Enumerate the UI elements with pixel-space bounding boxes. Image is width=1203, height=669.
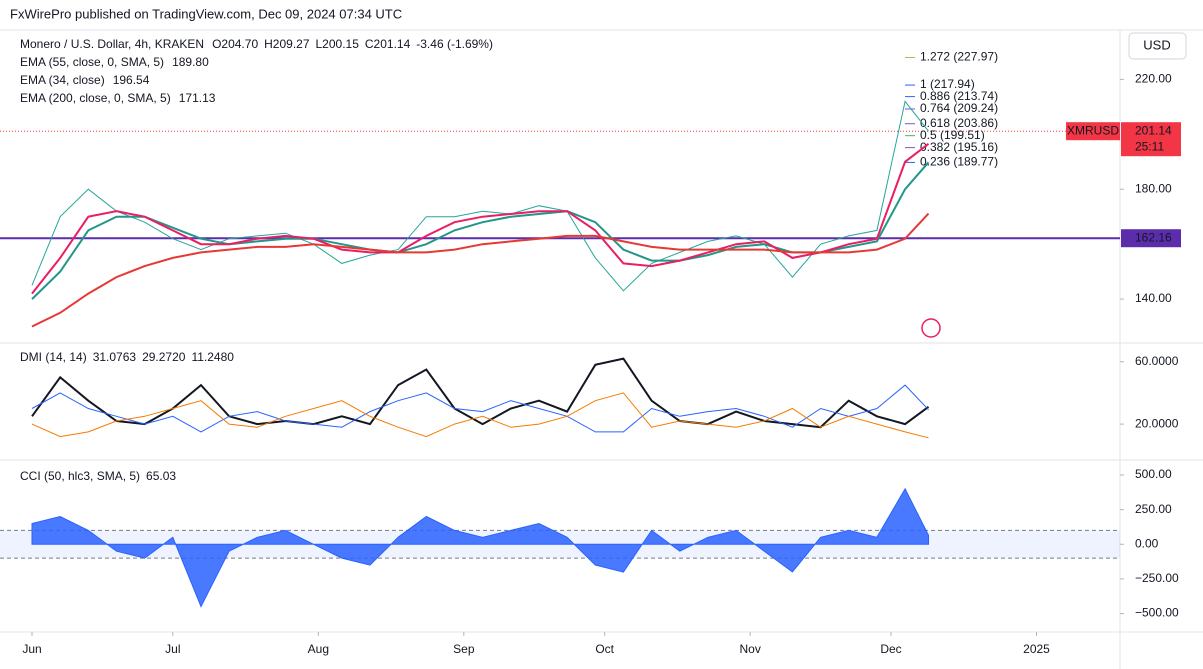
series-line <box>31 100 929 292</box>
ohlc-value: L200.15 <box>316 37 360 51</box>
legend-value: 29.2720 <box>142 350 186 364</box>
y-tick-label: 500.00 <box>1135 467 1172 481</box>
pane-title: DMI (14, 14) <box>20 350 87 364</box>
ohlc-value: O204.70 <box>212 37 258 51</box>
y-tick-label: 60.0000 <box>1135 354 1179 368</box>
fib-label: 1.272 (227.97) <box>920 50 998 64</box>
fib-label: 0.618 (203.86) <box>920 116 998 130</box>
ema-value: 189.80 <box>172 55 209 69</box>
y-tick-label: 0.00 <box>1135 536 1159 550</box>
ema-name: EMA (200, close, 0, SMA, 5) <box>20 91 171 105</box>
ema-value: 171.13 <box>179 91 216 105</box>
x-tick-label: Jun <box>22 642 41 656</box>
price-tag <box>1121 122 1181 157</box>
header: FxWirePro published on TradingView.com, … <box>10 6 402 21</box>
x-tick-label: Oct <box>595 642 614 656</box>
series-line <box>31 392 929 439</box>
symbol: Monero / U.S. Dollar, 4h, KRAKEN <box>20 37 204 51</box>
symbol-label: XMRUSD <box>1067 123 1119 137</box>
ohlc-value: C201.14 <box>365 37 411 51</box>
y-tick-label: 220.00 <box>1135 72 1172 86</box>
y-tick-label: −500.00 <box>1135 606 1179 620</box>
x-tick-label: Jul <box>165 642 180 656</box>
symbol-tag <box>1066 122 1120 141</box>
cci-area <box>31 487 930 608</box>
x-tick-label: 2025 <box>1023 642 1050 656</box>
series-line <box>31 212 930 328</box>
y-tick-label: 20.0000 <box>1135 416 1179 430</box>
fib-label: 1 (217.94) <box>920 77 975 91</box>
series-line <box>31 161 930 300</box>
pane-title: CCI (50, hlc3, SMA, 5) <box>20 469 140 483</box>
ema-value: 196.54 <box>113 73 150 87</box>
x-tick-label: Sep <box>453 642 475 656</box>
x-tick-label: Aug <box>308 642 329 656</box>
legend-value: 65.03 <box>146 469 176 483</box>
ema-name: EMA (55, close, 0, SMA, 5) <box>20 55 164 69</box>
fib-label: 0.382 (195.16) <box>920 140 998 154</box>
fib-label: 0.764 (209.24) <box>920 101 998 115</box>
level-tag <box>1121 229 1181 248</box>
level-label: 162.16 <box>1135 230 1172 244</box>
x-tick-label: Nov <box>739 642 760 656</box>
fib-label: 0.5 (199.51) <box>920 128 985 142</box>
currency-button[interactable] <box>1128 32 1187 60</box>
countdown: 25:11 <box>1135 139 1164 153</box>
y-tick-label: 250.00 <box>1135 502 1172 516</box>
ema-name: EMA (34, close) <box>20 73 105 87</box>
series-line <box>31 384 929 433</box>
fib-label: 0.886 (213.74) <box>920 89 998 103</box>
y-tick-label: −250.00 <box>1135 571 1179 585</box>
legend-value: 11.2480 <box>191 350 234 364</box>
y-tick-label: 180.00 <box>1135 181 1172 195</box>
currency[interactable]: USD <box>1143 37 1170 52</box>
ohlc-value: -3.46 (-1.69%) <box>416 37 493 51</box>
event-icon[interactable] <box>921 318 941 338</box>
fib-label: 0.236 (189.77) <box>920 155 998 169</box>
legend-value: 31.0763 <box>93 350 137 364</box>
y-tick-label: 140.00 <box>1135 291 1172 305</box>
x-tick-label: Dec <box>880 642 901 656</box>
ohlc-value: H209.27 <box>264 37 310 51</box>
price-label: 201.14 <box>1135 123 1172 137</box>
